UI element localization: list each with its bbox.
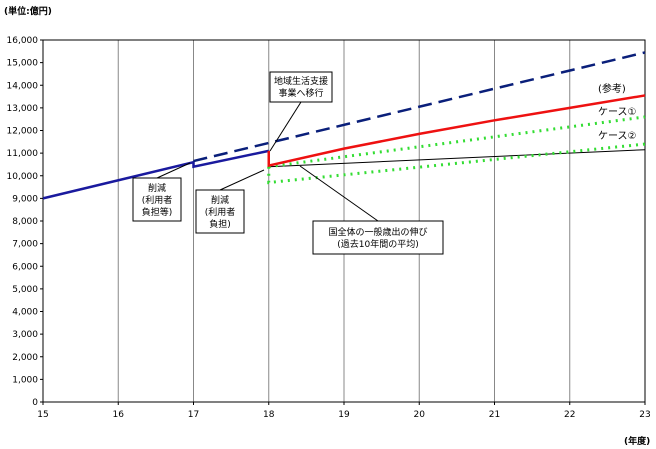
callouts: 削減(利用者負担等)削減(利用者負担)地域生活支援事業へ移行国全体の一般歳出の伸…	[132, 71, 444, 255]
series-layer	[42, 51, 646, 200]
y-tick-label: 12,000	[7, 127, 39, 137]
series-label-sankou: (参考)	[598, 82, 626, 95]
unit-label: (単位:億円)	[4, 5, 52, 17]
x-tick-labels: 15 16 17 18 19 20 21 22 23	[37, 402, 651, 420]
series-line-actual	[42, 149, 270, 200]
callout-box-cut18	[195, 189, 245, 234]
y-tick-labels: 0 1,000 2,000 3,000 4,000 5,000 6,000 7,000 8,00…	[7, 36, 43, 408]
x-tick-label: 23	[639, 410, 650, 420]
x-tick-label: 19	[338, 410, 350, 420]
callout-leader-cut18	[219, 169, 265, 191]
callout-text-cut17: 削減	[148, 182, 166, 194]
x-tick-label: 16	[113, 410, 125, 420]
y-tick-label: 7,000	[12, 240, 38, 250]
x-tick-label: 18	[263, 410, 275, 420]
series-line-sankou	[267, 94, 646, 168]
y-tick-label: 2,000	[12, 353, 38, 363]
callout-text-general_growth: 国全体の一般歳出の伸び	[328, 226, 427, 238]
y-tick-label: 5,000	[12, 285, 38, 295]
series-line-reference	[193, 51, 646, 163]
callout-text-cut17: 負担等)	[142, 206, 173, 218]
series-line-general	[268, 149, 646, 168]
y-tick-label: 9,000	[12, 194, 38, 204]
callout-text-shift: 事業へ移行	[278, 87, 323, 99]
series-line-case2	[267, 142, 646, 185]
y-tick-label: 10,000	[7, 172, 39, 182]
y-tick-label: 14,000	[7, 81, 39, 91]
y-tick-label: 3,000	[12, 330, 38, 340]
y-tick-label: 4,000	[12, 308, 38, 318]
callout-text-cut18: 負担)	[209, 218, 231, 230]
series-label-case2: ケース②	[598, 130, 636, 142]
callout-box-cut17	[132, 177, 182, 222]
callout-box-general_growth	[312, 220, 444, 255]
y-tick-label: 0	[32, 398, 38, 408]
y-tick-label: 1,000	[12, 375, 38, 385]
callout-text-cut17: (利用者	[142, 194, 173, 206]
x-tick-label: 17	[188, 410, 199, 420]
callout-text-cut18: (利用者	[205, 206, 236, 218]
y-tick-label: 11,000	[7, 149, 39, 159]
series-label-case1: ケース①	[598, 106, 636, 118]
x-tick-label: 15	[37, 410, 48, 420]
y-tick-label: 8,000	[12, 217, 38, 227]
callout-leader-shift	[269, 101, 302, 152]
x-tick-label: 22	[564, 410, 575, 420]
callout-text-cut18: 削減	[211, 194, 229, 206]
y-tick-label: 6,000	[12, 262, 38, 272]
callout-leader-cut17	[156, 162, 191, 179]
x-unit-label: (年度)	[624, 435, 650, 447]
y-tick-label: 16,000	[7, 36, 39, 46]
series-line-case1	[268, 115, 646, 169]
callout-text-general_growth: (過去10年間の平均)	[337, 238, 418, 250]
y-tick-label: 13,000	[7, 104, 39, 114]
callout-leader-general_growth	[299, 165, 379, 222]
legend-labels: (参考) ケース① ケース②	[598, 82, 636, 142]
callout-text-shift: 地域生活支援	[274, 75, 328, 87]
callout-box-shift	[269, 71, 333, 103]
x-tick-label: 21	[489, 410, 500, 420]
y-tick-label: 15,000	[7, 59, 39, 69]
x-tick-label: 20	[414, 410, 426, 420]
